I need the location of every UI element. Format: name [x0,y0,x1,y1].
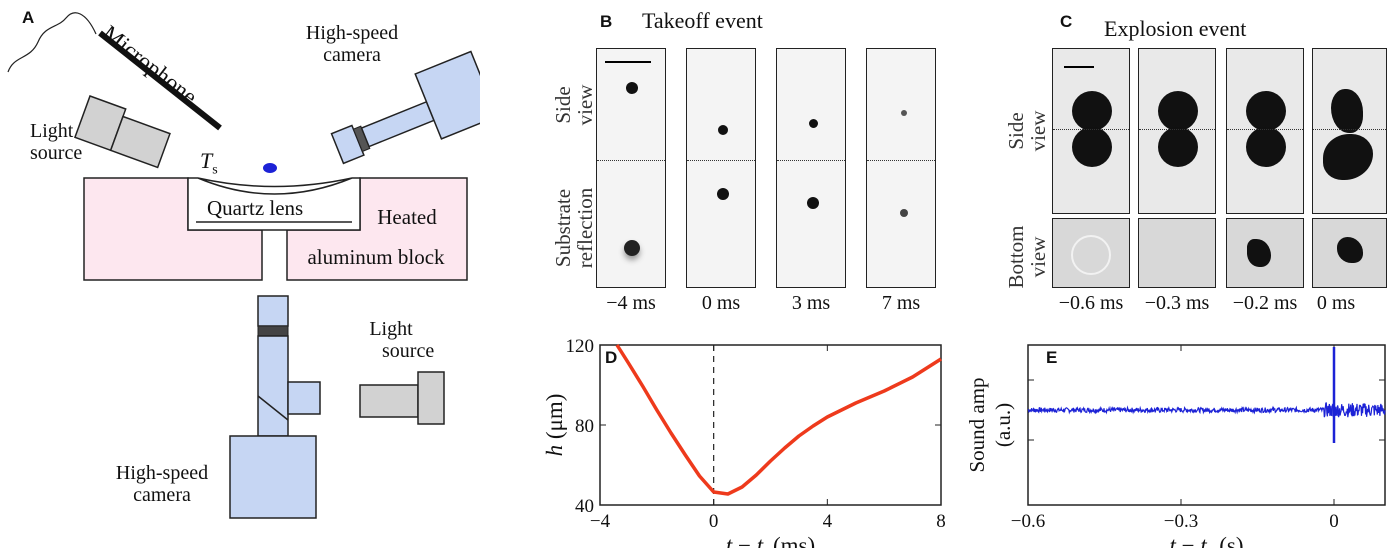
chart-d-frame [599,344,942,506]
panel-letter-c: C [1060,12,1073,31]
quartz-lens [187,177,361,231]
camera-bottom [229,295,321,519]
c-side-frame-1 [1052,48,1130,214]
label-quartz-lens: Quartz lens [207,196,304,220]
b-time-3: 3 ms [791,292,831,314]
panel-c-title: Explosion event [1104,16,1247,41]
chart-d-ylabel: h (μm) [542,394,567,457]
c-time-4: 0 ms [1316,292,1356,314]
b-frame-3 [776,48,846,288]
panel-letter-b: B [600,12,613,31]
label-heated-block: Heated aluminum block [307,205,445,269]
chart-e-xtick-label: 0 [1329,511,1339,532]
chart-d-ytick-label: 80 [575,416,594,437]
chart-d-xtick-label: −4 [590,511,611,532]
chart-e-xtick-label: −0.6 [1011,511,1045,532]
chart-e-ylabel: Sound amp(a.u.) [965,377,1015,472]
c-time-2: −0.3 ms [1144,292,1210,314]
chart-d-xtick-label: 4 [823,511,833,532]
c-bottom-frame-1 [1052,218,1130,288]
c-time-3: −0.2 ms [1232,292,1298,314]
c-side-frame-4 [1312,48,1387,214]
b-frame-4 [866,48,936,288]
label-ts: Ts [200,148,218,178]
panel-letter-d: D [605,348,618,367]
chart-d-ytick-label: 120 [566,336,595,357]
b-time-4: 7 ms [881,292,921,314]
panel-letter-e: E [1046,348,1058,367]
b-frame-1 [596,48,666,288]
chart-d-xlabel: t − tt (ms) [726,533,815,548]
b-time-2: 0 ms [701,292,741,314]
label-camera-bottom: High-speed camera [115,462,209,506]
c-bottom-frame-4 [1312,218,1387,288]
panel-b-title: Takeoff event [642,8,763,33]
camera-top [330,50,480,165]
panel-letter-a: A [22,8,35,27]
chart-e-frame [1027,344,1386,506]
chart-e-xtick-label: −0.3 [1164,511,1198,532]
chart-e-signal [1027,402,1386,418]
chart-d-ytick-label: 40 [575,496,594,517]
c-side-frame-3 [1226,48,1304,214]
droplet [263,163,277,173]
microphone-body [98,30,222,131]
c-time-1: −0.6 ms [1058,292,1124,314]
microphone-cable [7,12,97,73]
scale-bar [1064,66,1094,68]
chart-d-series-line [615,344,942,496]
b-frame-2 [686,48,756,288]
light-source-top [73,95,171,169]
label-light-source-bottom: Light source [369,318,435,362]
c-bottom-frame-3 [1226,218,1304,288]
chart-e-xlabel: t − te (s) [1170,533,1244,548]
chart-d-xtick-label: 8 [936,511,946,532]
c-side-frame-2 [1138,48,1216,214]
b-time-1: −4 ms [606,292,656,314]
light-source-bottom [359,371,445,425]
label-camera-top: High-speed camera [305,22,399,66]
chart-d-xtick-label: 0 [709,511,719,532]
label-light-source-top: Light source [30,120,83,164]
setup-diagram [7,12,480,519]
c-bottom-frame-2 [1138,218,1216,288]
scale-bar [605,61,651,63]
